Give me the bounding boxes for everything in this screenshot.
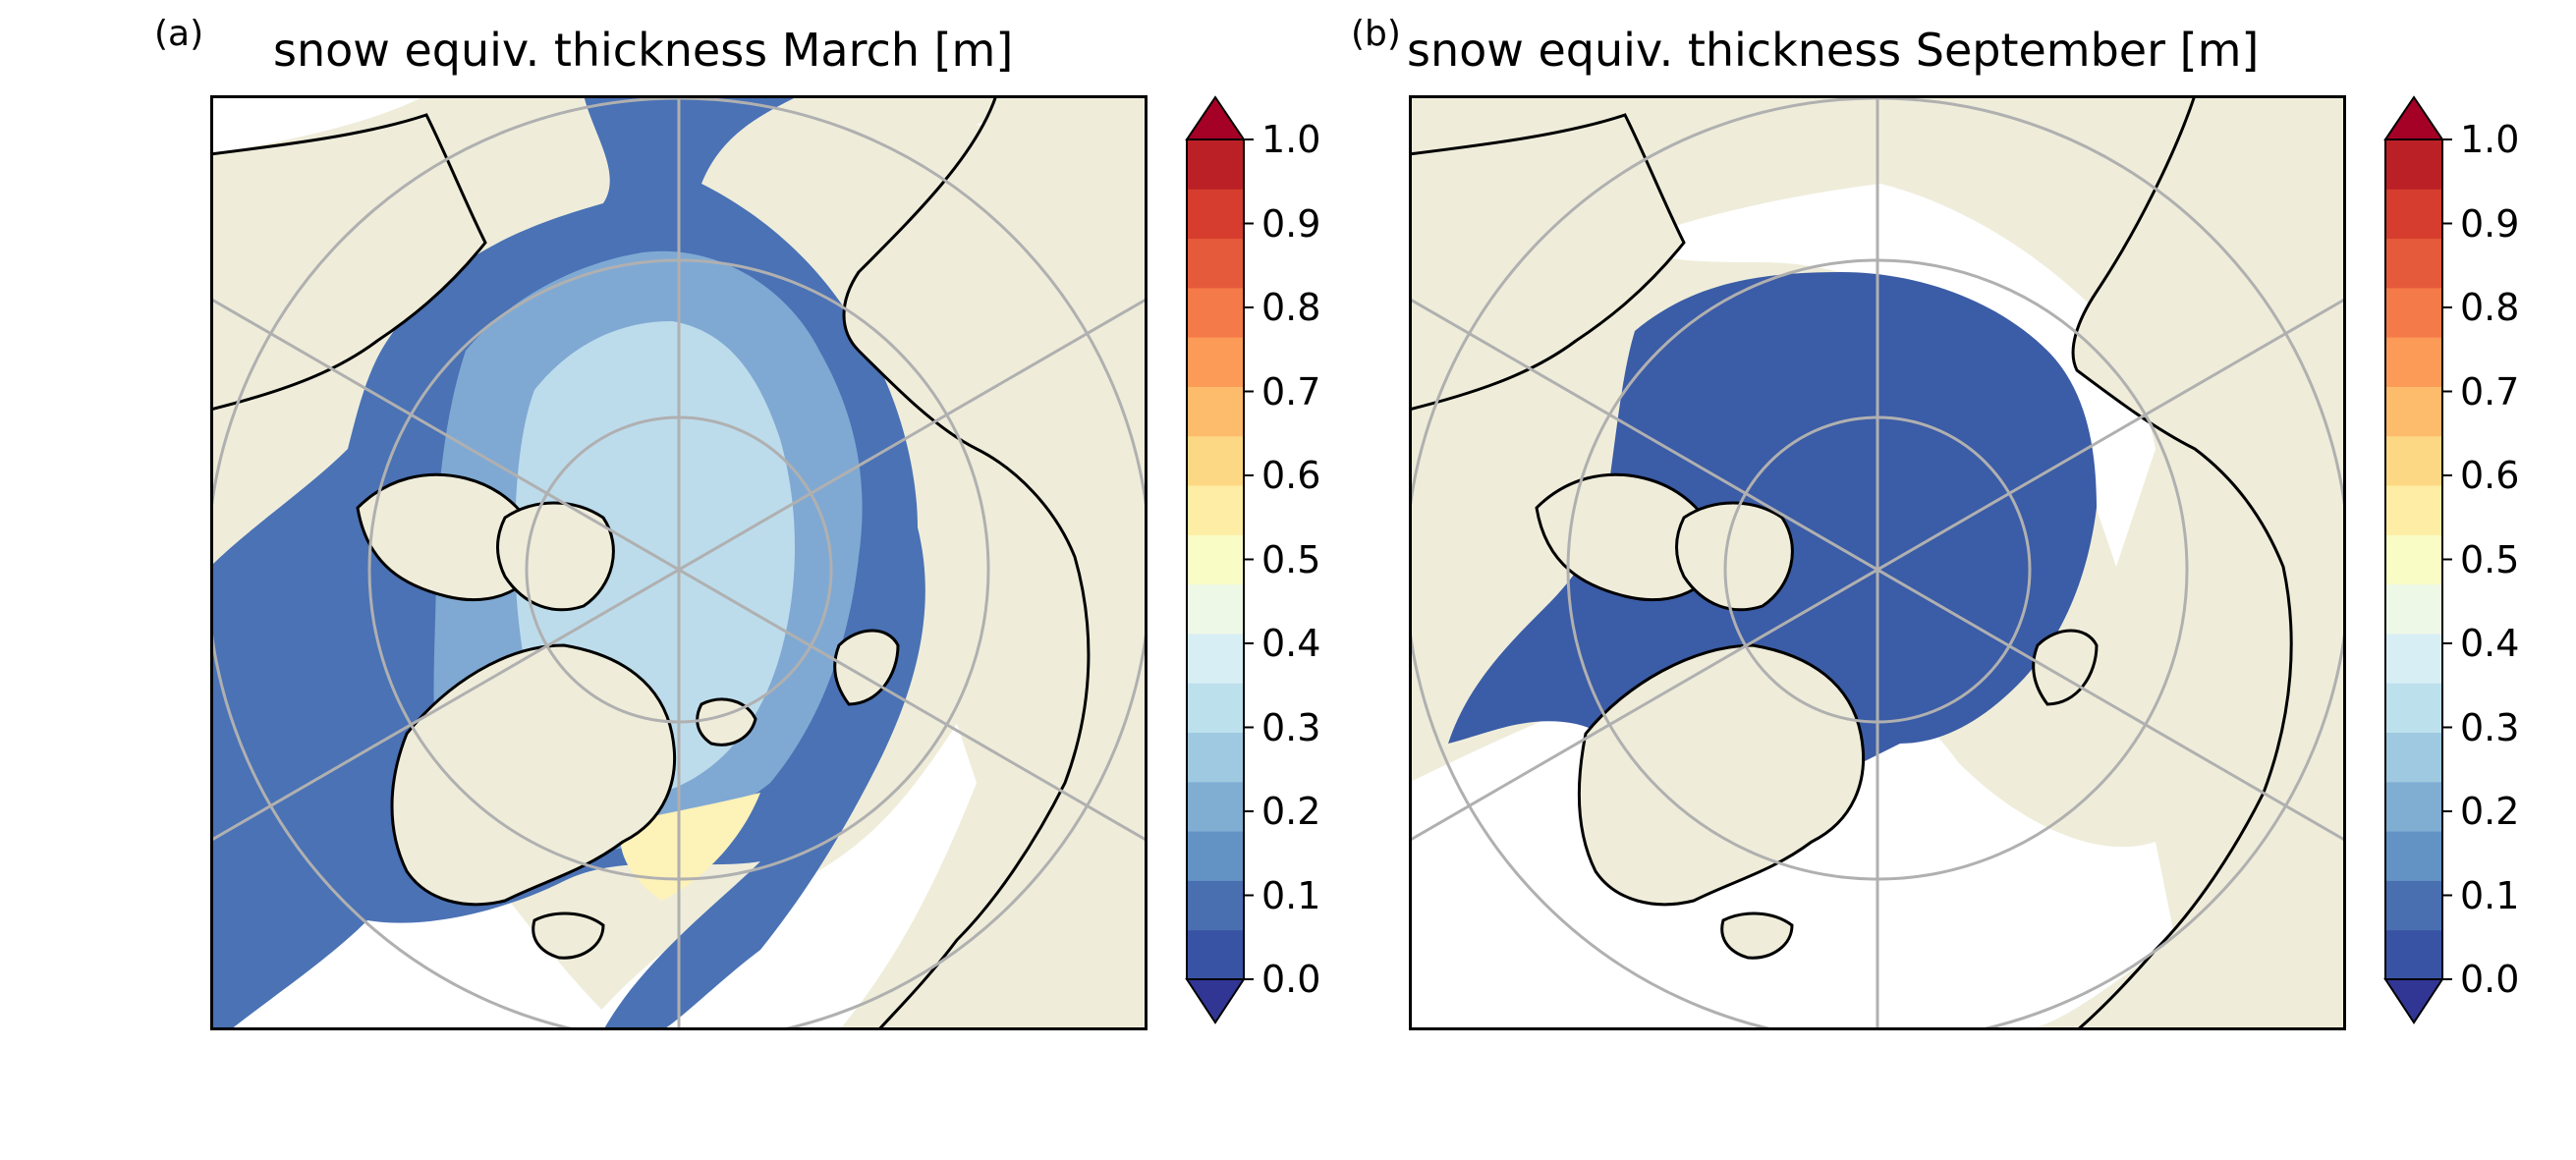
colorbar-segment xyxy=(2385,386,2442,437)
colorbar-segment xyxy=(1187,880,1244,931)
colorbar-extend-max xyxy=(1185,95,1246,140)
colorbar-segment xyxy=(2385,929,2442,980)
colorbar-segment xyxy=(2385,337,2442,387)
colorbar-segment xyxy=(1187,633,1244,684)
colorbar-tick-label: 0.0 xyxy=(2460,958,2520,1001)
alaska-coast xyxy=(210,113,487,412)
colorbar-tick-label: 0.8 xyxy=(2460,286,2520,329)
colorbar-tick-label: 0.1 xyxy=(2460,873,2520,917)
colorbar-segment xyxy=(2385,583,2442,635)
colorbar-segment xyxy=(1187,386,1244,437)
colorbar-extend-min xyxy=(1185,978,1246,1024)
colorbar-segment xyxy=(1187,683,1244,734)
colorbar-tick-label: 1.0 xyxy=(2460,118,2520,161)
colorbar-tick-label: 0.5 xyxy=(1261,537,1321,581)
colorbar-tick-label: 0.4 xyxy=(1261,622,1321,665)
panel-a-title: snow equiv. thickness March [m] xyxy=(273,24,1014,77)
russia-coast xyxy=(2071,95,2346,1030)
colorbar-segment xyxy=(2385,781,2442,832)
sea-ice-thickest xyxy=(620,793,760,901)
colorbar-segment xyxy=(1187,238,1244,289)
colorbar-segment xyxy=(1187,337,1244,387)
colorbar-tick-label: 0.7 xyxy=(2460,369,2520,414)
colorbar-tick-label: 0.2 xyxy=(1261,790,1321,833)
colorbar-segment xyxy=(1187,732,1244,783)
colorbar-segment xyxy=(1187,831,1244,881)
colorbar-segment xyxy=(2385,139,2442,190)
panel-b-label: (b) xyxy=(1351,14,1401,54)
colorbar-tick-label: 0.1 xyxy=(1261,873,1321,917)
iceland xyxy=(532,911,605,960)
colorbar-tick-label: 1.0 xyxy=(1261,118,1321,161)
map-march xyxy=(210,95,1148,1030)
colorbar-segment xyxy=(1187,435,1244,486)
open-ocean xyxy=(1625,184,2156,567)
colorbar-segment xyxy=(2385,435,2442,486)
colorbar-segment xyxy=(2385,633,2442,684)
greenland xyxy=(1577,643,1866,907)
colorbar-segment xyxy=(2385,534,2442,585)
colorbar-tick-label: 0.5 xyxy=(2460,537,2520,581)
svalbard xyxy=(696,697,757,746)
colorbar-segment xyxy=(1187,139,1244,190)
map-september xyxy=(1409,95,2346,1030)
colorbar-march xyxy=(1185,95,1254,1024)
colorbar-segment xyxy=(2385,683,2442,734)
colorbar-segment xyxy=(1187,929,1244,980)
graticule xyxy=(1409,95,2346,1030)
colorbar-tick-label: 0.4 xyxy=(2460,622,2520,665)
colorbar-tick-label: 0.8 xyxy=(1261,286,1321,329)
open-ocean xyxy=(210,95,426,154)
panel-b-title: snow equiv. thickness September [m] xyxy=(1407,24,2260,77)
colorbar-segment xyxy=(1187,485,1244,535)
colorbar-segment xyxy=(1187,287,1244,338)
colorbar-segment xyxy=(2385,189,2442,240)
colorbar-segment xyxy=(2385,485,2442,535)
colorbar-extend-min xyxy=(2383,978,2444,1024)
colorbar-segment xyxy=(2385,880,2442,931)
alaska-coast xyxy=(1409,113,1686,412)
colorbar-tick-label: 0.7 xyxy=(1261,369,1321,414)
colorbar-segment xyxy=(2385,238,2442,289)
colorbar-tick-label: 0.9 xyxy=(1261,201,1321,246)
colorbar-segment xyxy=(1187,534,1244,585)
colorbar-tick-label: 0.0 xyxy=(1261,958,1321,1001)
panel-a-label: (a) xyxy=(154,14,204,54)
iceland xyxy=(1720,911,1794,960)
colorbar-segment xyxy=(1187,583,1244,635)
colorbar-tick-label: 0.2 xyxy=(2460,790,2520,833)
colorbar-segment xyxy=(2385,831,2442,881)
ellesmere xyxy=(1675,501,1794,612)
colorbar-tick-label: 0.6 xyxy=(2460,454,2520,497)
colorbar-segment xyxy=(1187,189,1244,240)
colorbar-extend-max xyxy=(2383,95,2444,140)
colorbar-segment xyxy=(2385,287,2442,338)
colorbar-tick-label: 0.3 xyxy=(2460,705,2520,749)
colorbar-segment xyxy=(1187,781,1244,832)
colorbar-segment xyxy=(2385,732,2442,783)
colorbar-tick-label: 0.9 xyxy=(2460,201,2520,246)
colorbar-tick-label: 0.3 xyxy=(1261,705,1321,749)
colorbar-tick-label: 0.6 xyxy=(1261,454,1321,497)
colorbar-september xyxy=(2383,95,2452,1024)
